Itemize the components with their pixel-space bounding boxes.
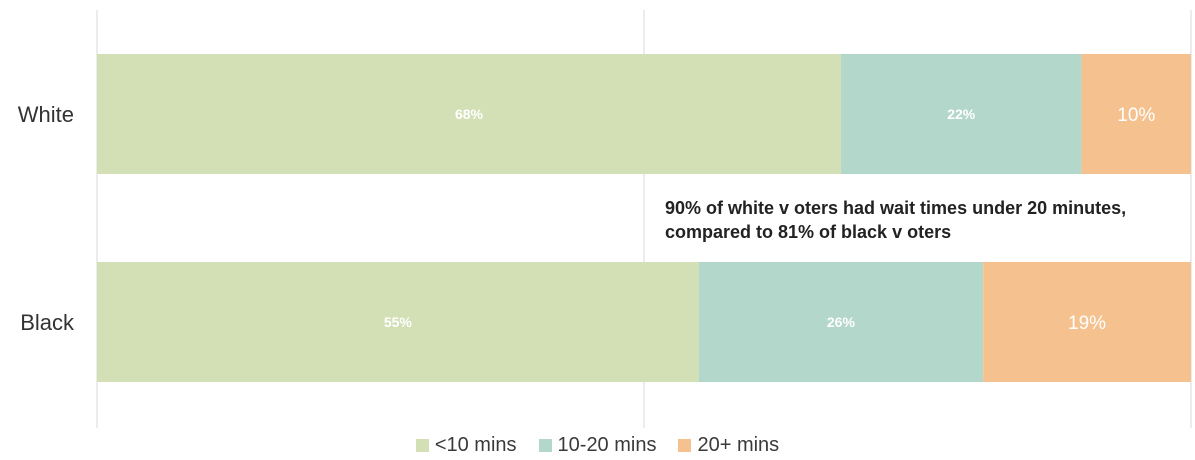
bar-segment — [983, 262, 1191, 382]
legend-item-10-20: 10-20 mins — [538, 434, 657, 457]
bar-segment — [97, 54, 841, 174]
bar-segment — [97, 262, 699, 382]
annotation-line-1: 90% of white v oters had wait times unde… — [665, 198, 1127, 218]
data-label: 26% — [827, 314, 856, 330]
legend-swatch — [538, 439, 552, 452]
bar-segment — [698, 262, 984, 382]
annotation-line-2: compared to 81% of black v oters — [665, 222, 952, 242]
legend-item-20-plus: 20+ mins — [678, 434, 779, 457]
legend-label: 20+ mins — [697, 434, 780, 456]
category-label: Black — [20, 310, 75, 335]
data-label: 19% — [1068, 313, 1106, 334]
data-label: 10% — [1117, 105, 1155, 126]
legend-swatch — [415, 439, 429, 452]
legend-label: 10-20 mins — [557, 434, 657, 456]
data-label: 22% — [947, 106, 976, 122]
data-label: 68% — [455, 106, 484, 122]
annotation: 90% of white v oters had wait times unde… — [665, 196, 1126, 244]
category-label: White — [18, 102, 74, 127]
data-label: 55% — [384, 314, 413, 330]
bar-segment — [840, 54, 1082, 174]
legend: <10 mins 10-20 mins 20+ mins — [0, 434, 1195, 457]
legend-label: <10 mins — [434, 434, 517, 456]
bar-segment — [1081, 54, 1191, 174]
legend-item-under-10: <10 mins — [415, 434, 517, 457]
legend-swatch — [678, 439, 692, 452]
